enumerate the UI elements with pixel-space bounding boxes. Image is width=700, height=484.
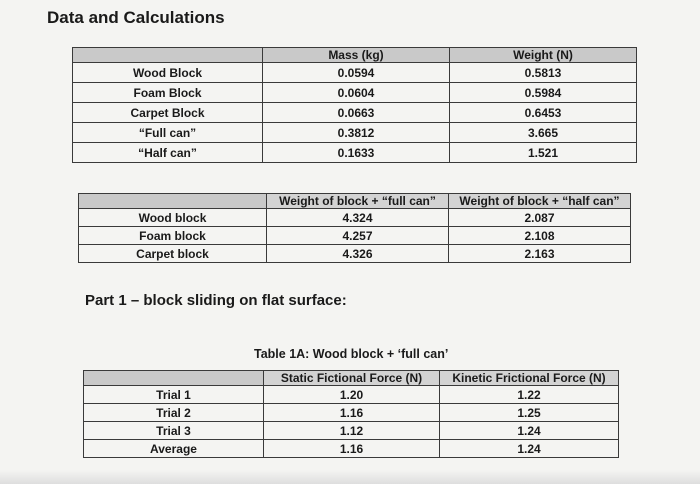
mass-cell: 0.0604 (262, 82, 450, 103)
table-header-row: Static Fictional Force (N) Kinetic Frict… (83, 370, 619, 386)
half-can-cell: 2.087 (448, 208, 631, 227)
row-label: “Half can” (72, 142, 263, 163)
row-label: Trial 3 (83, 421, 264, 440)
header-cell: Weight (N) (449, 47, 637, 63)
row-label: Trial 2 (83, 403, 264, 422)
table-row: Wood block 4.324 2.087 (78, 208, 631, 227)
header-cell (83, 370, 264, 386)
table-row: Trial 1 1.20 1.22 (83, 385, 619, 404)
full-can-cell: 4.257 (266, 226, 449, 245)
table-row: Carpet Block 0.0663 0.6453 (72, 102, 637, 123)
table-row: “Half can” 0.1633 1.521 (72, 142, 637, 163)
static-force-cell: 1.20 (263, 385, 440, 404)
row-label: Foam Block (72, 82, 263, 103)
weight-cell: 0.6453 (449, 102, 637, 123)
table-row: Trial 3 1.12 1.24 (83, 421, 619, 440)
table-header-row: Mass (kg) Weight (N) (72, 47, 637, 63)
page-title: Data and Calculations (47, 8, 225, 27)
table-row: Foam Block 0.0604 0.5984 (72, 82, 637, 103)
row-label: Foam block (78, 226, 267, 245)
header-cell: Kinetic Frictional Force (N) (439, 370, 619, 386)
mass-cell: 0.0663 (262, 102, 450, 123)
kinetic-force-cell: 1.24 (439, 421, 619, 440)
weight-cell: 3.665 (449, 122, 637, 143)
table-row: “Full can” 0.3812 3.665 (72, 122, 637, 143)
table-row: Trial 2 1.16 1.25 (83, 403, 619, 422)
combined-weight-table: Weight of block + “full can” Weight of b… (78, 193, 631, 263)
full-can-cell: 4.324 (266, 208, 449, 227)
table-row: Carpet block 4.326 2.163 (78, 244, 631, 263)
header-cell: Weight of block + “half can” (448, 193, 631, 209)
row-label: Carpet Block (72, 102, 263, 123)
table-header-row: Weight of block + “full can” Weight of b… (78, 193, 631, 209)
mass-cell: 0.3812 (262, 122, 450, 143)
weight-cell: 0.5984 (449, 82, 637, 103)
row-label: Average (83, 439, 264, 458)
header-cell: Weight of block + “full can” (266, 193, 449, 209)
friction-trials-table: Static Fictional Force (N) Kinetic Frict… (83, 370, 619, 458)
table-row: Foam block 4.257 2.108 (78, 226, 631, 245)
static-force-cell: 1.16 (263, 403, 440, 422)
table-row: Average 1.16 1.24 (83, 439, 619, 458)
static-force-cell: 1.16 (263, 439, 440, 458)
page-edge-shadow (0, 470, 700, 484)
mass-cell: 0.1633 (262, 142, 450, 163)
kinetic-force-cell: 1.25 (439, 403, 619, 422)
mass-cell: 0.0594 (262, 62, 450, 83)
row-label: Carpet block (78, 244, 267, 263)
row-label: Wood Block (72, 62, 263, 83)
half-can-cell: 2.163 (448, 244, 631, 263)
table-caption: Table 1A: Wood block + ‘full can’ (254, 347, 449, 361)
row-label: Wood block (78, 208, 267, 227)
kinetic-force-cell: 1.24 (439, 439, 619, 458)
section-title: Part 1 – block sliding on flat surface: (85, 292, 347, 309)
static-force-cell: 1.12 (263, 421, 440, 440)
header-cell: Mass (kg) (262, 47, 450, 63)
header-cell: Static Fictional Force (N) (263, 370, 440, 386)
row-label: Trial 1 (83, 385, 264, 404)
weight-cell: 0.5813 (449, 62, 637, 83)
header-cell (78, 193, 267, 209)
header-cell (72, 47, 263, 63)
mass-weight-table: Mass (kg) Weight (N) Wood Block 0.0594 0… (72, 47, 637, 163)
weight-cell: 1.521 (449, 142, 637, 163)
half-can-cell: 2.108 (448, 226, 631, 245)
full-can-cell: 4.326 (266, 244, 449, 263)
kinetic-force-cell: 1.22 (439, 385, 619, 404)
table-row: Wood Block 0.0594 0.5813 (72, 62, 637, 83)
row-label: “Full can” (72, 122, 263, 143)
